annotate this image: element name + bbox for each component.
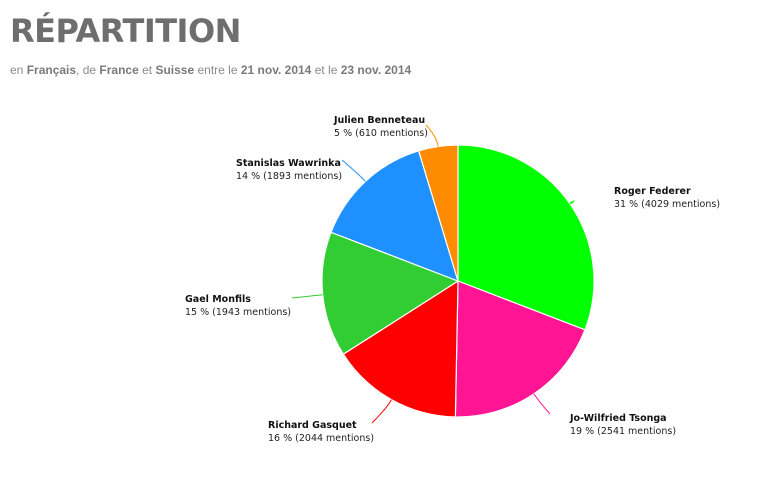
slice-label-julien-benneteau: Julien Benneteau <box>333 115 425 126</box>
connector-richard-gasquet <box>371 399 392 424</box>
slice-value-stanislas-wawrinka: 14 % (1893 mentions) <box>236 171 342 182</box>
subtitle-text: , de <box>76 63 100 77</box>
chart-title: RÉPARTITION <box>10 12 241 50</box>
slice-value-roger-federer: 31 % (4029 mentions) <box>614 199 720 210</box>
subtitle-end-date: 23 nov. 2014 <box>340 63 412 77</box>
connector-gael-monfils <box>291 294 323 299</box>
connector-roger-federer <box>569 200 575 205</box>
slice-label-richard-gasquet: Richard Gasquet <box>268 420 357 431</box>
slice-value-julien-benneteau: 5 % (610 mentions) <box>334 128 428 139</box>
slice-label-roger-federer: Roger Federer <box>614 186 691 197</box>
slice-label-stanislas-wawrinka: Stanislas Wawrinka <box>236 158 341 169</box>
subtitle-text: en <box>10 63 27 77</box>
subtitle-start-date: 21 nov. 2014 <box>240 63 312 77</box>
connector-julien-benneteau <box>425 124 439 147</box>
pie-slice-stanislas-wawrinka[interactable] <box>330 150 459 282</box>
slice-value-richard-gasquet: 16 % (2044 mentions) <box>268 433 374 444</box>
subtitle-text: entre le <box>194 63 241 77</box>
subtitle-country: France <box>99 63 139 77</box>
subtitle-language: Français <box>26 63 77 77</box>
chart-subtitle: en Français, de France et Suisse entre l… <box>10 63 411 77</box>
subtitle-text: et le <box>311 63 341 77</box>
slice-label-gael-monfils: Gael Monfils <box>185 294 251 305</box>
connector-jo-wilfried-tsonga <box>533 393 551 415</box>
subtitle-text: et <box>138 63 156 77</box>
slice-value-gael-monfils: 15 % (1943 mentions) <box>185 307 291 318</box>
slice-label-jo-wilfried-tsonga: Jo-Wilfried Tsonga <box>569 413 667 424</box>
slice-value-jo-wilfried-tsonga: 19 % (2541 mentions) <box>570 426 676 437</box>
pie-slice-julien-benneteau[interactable] <box>417 144 459 282</box>
subtitle-country: Suisse <box>155 63 195 77</box>
pie-slice-jo-wilfried-tsonga[interactable] <box>454 280 586 418</box>
connector-stanislas-wawrinka <box>341 159 366 182</box>
